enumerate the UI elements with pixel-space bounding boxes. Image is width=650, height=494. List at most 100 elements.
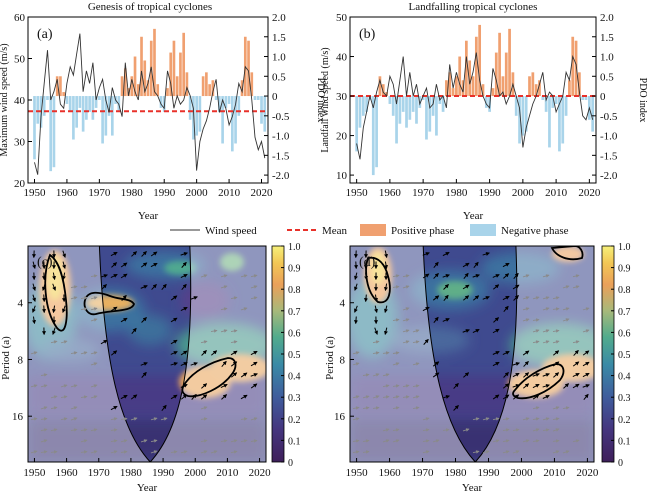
x-tick-label: 2010 bbox=[216, 467, 239, 479]
phase-arrow bbox=[140, 262, 148, 268]
y-tick-label: 8 bbox=[340, 354, 346, 366]
phase-arrow bbox=[522, 417, 530, 421]
phase-arrow bbox=[402, 307, 410, 311]
phase-arrow bbox=[553, 350, 560, 356]
phase-arrow bbox=[70, 417, 78, 421]
pdo-bar bbox=[205, 72, 208, 97]
phase-arrow bbox=[80, 395, 88, 399]
panel-a-xlabel: Year bbox=[138, 210, 159, 222]
phase-arrow bbox=[392, 406, 400, 410]
pdo-bar bbox=[188, 96, 192, 120]
y-tick-label: 16 bbox=[12, 411, 24, 423]
x-tick-label: 1950 bbox=[346, 187, 369, 199]
phase-arrow bbox=[131, 251, 138, 257]
phase-arrow bbox=[150, 262, 158, 268]
panel-c-colorbar-ticks: 0 0.1 0.2 0.3 0.4 0.5 0.6 0.7 0.8 0.9 1.0 bbox=[281, 242, 301, 469]
phase-arrow bbox=[412, 395, 420, 399]
phase-arrow bbox=[522, 296, 530, 300]
phase-arrow bbox=[502, 450, 510, 454]
legend-negative-label: Negative phase bbox=[501, 225, 569, 237]
colorbar-tick-label: 0.1 bbox=[618, 436, 631, 447]
pdo-bar bbox=[375, 96, 378, 168]
pdo-bar bbox=[218, 96, 221, 112]
legend-positive-swatch bbox=[360, 224, 386, 236]
phase-arrow bbox=[582, 329, 590, 333]
phase-arrow bbox=[532, 373, 540, 377]
phase-arrow bbox=[52, 283, 56, 291]
phase-arrow bbox=[180, 252, 188, 256]
phase-arrow bbox=[110, 450, 118, 454]
panel-b-title: Landfalling tropical cyclones bbox=[409, 1, 538, 13]
pdo-bar bbox=[551, 96, 555, 108]
phase-arrow bbox=[150, 417, 158, 421]
phase-arrow bbox=[402, 384, 410, 388]
pdo-bar bbox=[494, 52, 498, 97]
pdo-bar bbox=[408, 96, 412, 120]
phase-arrow bbox=[384, 250, 388, 259]
phase-arrow bbox=[352, 450, 360, 454]
panel-d-label: (d) bbox=[359, 255, 376, 270]
panel-a-ylabel: Maximum wind speed (m/s) bbox=[0, 43, 10, 156]
colorbar-tick-label: 0.3 bbox=[618, 393, 631, 404]
pdo-bar bbox=[42, 96, 46, 116]
phase-arrow bbox=[384, 283, 388, 292]
colorbar-tick-label: 0.8 bbox=[618, 285, 631, 296]
phase-arrow bbox=[442, 274, 450, 278]
phase-arrow bbox=[562, 406, 570, 410]
y-tick-label: 50 bbox=[336, 12, 348, 24]
phase-arrow bbox=[422, 417, 430, 421]
pdo-bar bbox=[504, 52, 508, 97]
phase-arrow bbox=[432, 361, 440, 367]
phase-arrow bbox=[552, 361, 560, 367]
pdo-bar bbox=[425, 96, 428, 140]
pdo-bar bbox=[564, 96, 568, 116]
phase-arrow bbox=[51, 305, 56, 314]
pdo-bar bbox=[230, 96, 234, 152]
phase-arrow bbox=[140, 439, 148, 443]
phase-arrow bbox=[492, 351, 500, 355]
phase-arrow bbox=[402, 285, 410, 289]
x-tick-label: 2020 bbox=[578, 187, 601, 199]
pdo-bar bbox=[541, 96, 545, 100]
phase-arrow bbox=[473, 261, 479, 269]
y-tick-label: 10 bbox=[336, 170, 348, 182]
legend-negative-swatch bbox=[470, 224, 496, 236]
pdo-bar bbox=[78, 96, 82, 108]
phase-arrow bbox=[572, 439, 580, 443]
panel-d-cone-line bbox=[422, 246, 518, 462]
phase-arrow bbox=[362, 406, 370, 410]
phase-arrow bbox=[40, 417, 48, 421]
pdo-bar bbox=[554, 96, 558, 104]
phase-arrow bbox=[40, 373, 48, 377]
pdo-bar bbox=[355, 96, 359, 152]
phase-arrow bbox=[50, 406, 58, 410]
phase-arrow bbox=[201, 349, 207, 356]
y2-tick-label: -1.5 bbox=[272, 150, 290, 162]
pdo-bar bbox=[521, 96, 525, 136]
pdo-bar bbox=[169, 52, 173, 97]
phase-arrow bbox=[542, 417, 550, 421]
phase-arrow bbox=[354, 283, 358, 291]
pdo-bar bbox=[514, 96, 518, 116]
phase-arrow bbox=[110, 306, 118, 312]
phase-arrow bbox=[150, 439, 158, 443]
phase-arrow bbox=[552, 439, 560, 443]
phase-arrow bbox=[362, 450, 370, 454]
pdo-bar bbox=[65, 96, 69, 104]
phase-arrow bbox=[131, 327, 137, 335]
phase-arrow bbox=[101, 284, 107, 290]
phase-arrow bbox=[160, 417, 168, 421]
phase-arrow bbox=[412, 406, 420, 410]
phase-arrow bbox=[90, 307, 98, 311]
phase-arrow bbox=[502, 428, 510, 432]
phase-arrow bbox=[220, 285, 228, 289]
phase-arrow bbox=[532, 417, 540, 421]
phase-arrow bbox=[120, 417, 128, 421]
legend-wind-label: Wind speed bbox=[205, 225, 257, 237]
pdo-bar bbox=[491, 88, 495, 97]
phase-arrow bbox=[120, 273, 128, 279]
phase-arrow bbox=[382, 395, 390, 399]
panel-a-y2label: PDO index bbox=[315, 78, 326, 123]
y2-tick-label: 0 bbox=[600, 91, 606, 103]
pdo-bar bbox=[72, 96, 75, 140]
